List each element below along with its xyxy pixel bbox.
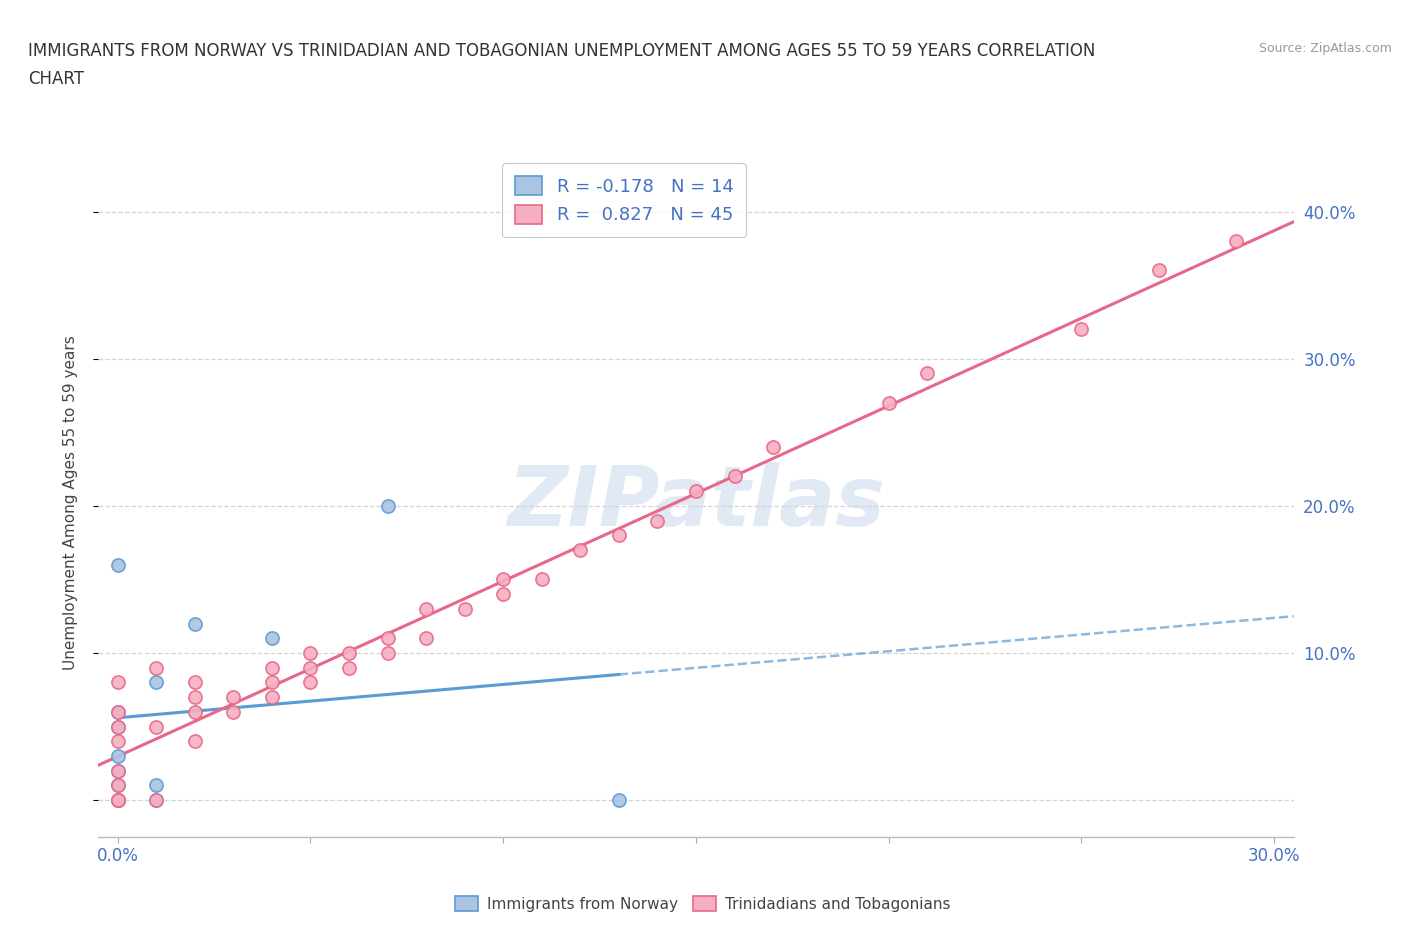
Point	[107, 764, 129, 778]
Point	[917, 366, 939, 381]
Point	[377, 498, 399, 513]
Point	[337, 645, 360, 660]
Point	[184, 617, 207, 631]
Point	[107, 792, 129, 807]
Point	[569, 542, 592, 557]
Legend: R = -0.178   N = 14, R =  0.827   N = 45: R = -0.178 N = 14, R = 0.827 N = 45	[502, 163, 747, 237]
Point	[299, 675, 322, 690]
Point	[607, 528, 630, 543]
Point	[184, 675, 207, 690]
Point	[415, 602, 437, 617]
Text: Source: ZipAtlas.com: Source: ZipAtlas.com	[1258, 42, 1392, 55]
Point	[145, 719, 167, 734]
Point	[453, 602, 475, 617]
Point	[184, 690, 207, 705]
Point	[145, 675, 167, 690]
Point	[647, 513, 669, 528]
Point	[184, 734, 207, 749]
Point	[222, 690, 245, 705]
Point	[1225, 233, 1247, 248]
Point	[337, 660, 360, 675]
Text: CHART: CHART	[28, 70, 84, 87]
Point	[762, 440, 785, 455]
Point	[377, 631, 399, 645]
Point	[107, 764, 129, 778]
Point	[107, 704, 129, 719]
Point	[107, 792, 129, 807]
Point	[145, 792, 167, 807]
Point	[260, 660, 283, 675]
Point	[723, 469, 745, 484]
Point	[107, 719, 129, 734]
Point	[107, 734, 129, 749]
Text: ZIPatlas: ZIPatlas	[508, 461, 884, 543]
Point	[530, 572, 553, 587]
Point	[492, 587, 515, 602]
Point	[260, 631, 283, 645]
Point	[1147, 263, 1170, 278]
Point	[299, 645, 322, 660]
Point	[260, 675, 283, 690]
Point	[377, 645, 399, 660]
Point	[260, 690, 283, 705]
Point	[607, 792, 630, 807]
Point	[107, 675, 129, 690]
Point	[107, 778, 129, 793]
Point	[145, 778, 167, 793]
Point	[107, 557, 129, 572]
Legend: Immigrants from Norway, Trinidadians and Tobagonians: Immigrants from Norway, Trinidadians and…	[449, 889, 957, 918]
Point	[184, 704, 207, 719]
Point	[415, 631, 437, 645]
Point	[492, 572, 515, 587]
Point	[107, 792, 129, 807]
Point	[145, 792, 167, 807]
Point	[107, 792, 129, 807]
Point	[299, 660, 322, 675]
Point	[107, 778, 129, 793]
Point	[877, 395, 900, 410]
Point	[107, 719, 129, 734]
Point	[1070, 322, 1092, 337]
Text: IMMIGRANTS FROM NORWAY VS TRINIDADIAN AND TOBAGONIAN UNEMPLOYMENT AMONG AGES 55 : IMMIGRANTS FROM NORWAY VS TRINIDADIAN AN…	[28, 42, 1095, 60]
Y-axis label: Unemployment Among Ages 55 to 59 years: Unemployment Among Ages 55 to 59 years	[63, 335, 77, 670]
Point	[107, 749, 129, 764]
Point	[222, 704, 245, 719]
Point	[145, 660, 167, 675]
Point	[685, 484, 707, 498]
Point	[107, 704, 129, 719]
